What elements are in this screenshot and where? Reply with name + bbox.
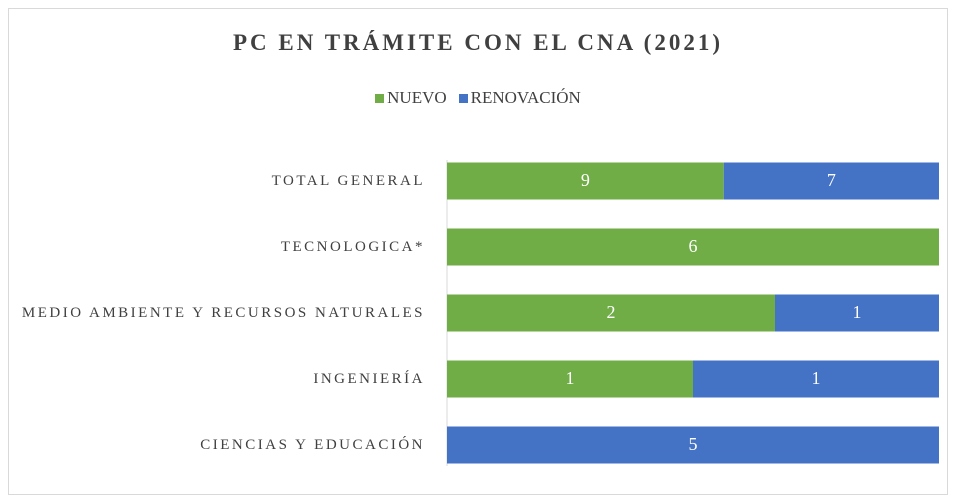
y-tick-label: MEDIO AMBIENTE Y RECURSOS NATURALES [21,305,425,321]
legend-item: NUEVO [375,88,447,108]
bar-segment [447,162,724,200]
data-label: 1 [566,368,575,388]
category-label-box: CIENCIAS Y EDUCACIÓN [5,435,425,455]
chart-frame [8,8,948,495]
y-tick-label: INGENIERÍA [313,371,425,387]
y-tick-label: CIENCIAS Y EDUCACIÓN [200,437,425,453]
data-label: 2 [607,302,616,322]
category-label-box: TOTAL GENERAL [5,171,425,191]
legend-item: RENOVACIÓN [458,88,581,108]
legend-label: NUEVO [387,88,447,107]
chart-title: PC EN TRÁMITE CON EL CNA (2021) [233,30,723,55]
data-label: 7 [827,170,836,190]
bar-segment [693,360,939,398]
legend: NUEVO RENOVACIÓN [0,88,956,108]
legend-swatch [375,94,385,103]
category-label-box: INGENIERÍA [5,369,425,389]
bar-segment [723,162,939,200]
legend-swatch [458,94,468,103]
bar-segment [447,360,693,398]
bar-segment [447,294,775,332]
data-label: 1 [812,368,821,388]
data-label: 6 [689,236,698,256]
data-label: 5 [689,434,698,454]
y-tick-label: TOTAL GENERAL [271,173,425,189]
bar-segment [447,228,939,266]
bar-segment [775,294,939,332]
category-label-box: TECNOLOGICA* [5,237,425,257]
data-label: 9 [581,170,590,190]
legend-label: RENOVACIÓN [470,88,581,107]
bar-segment [447,426,939,464]
data-label: 1 [853,302,862,322]
category-label-box: MEDIO AMBIENTE Y RECURSOS NATURALES [5,303,425,323]
y-tick-label: TECNOLOGICA* [280,239,425,255]
